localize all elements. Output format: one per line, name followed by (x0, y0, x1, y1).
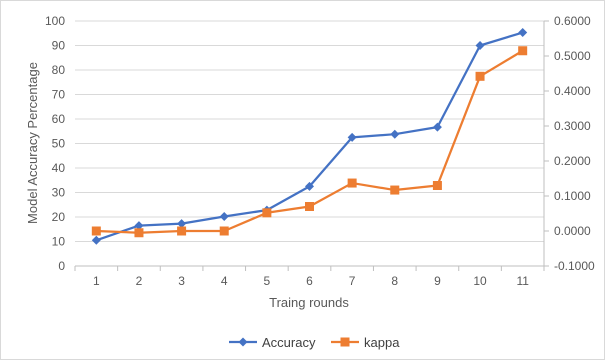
series-kappa (91, 46, 528, 238)
kappa-point (390, 185, 400, 195)
y-axis-title: Model Accuracy Percentage (25, 62, 40, 224)
accuracy-point (177, 219, 187, 229)
y2-tick-label: 0.0000 (554, 224, 591, 238)
x-tick-label: 8 (391, 274, 398, 288)
kappa-point (305, 202, 314, 211)
y-tick-label: 50 (52, 137, 66, 151)
x-tick-label: 3 (178, 274, 185, 288)
kappa-point (91, 226, 101, 236)
legend-marker (238, 337, 248, 347)
kappa-point (347, 178, 357, 188)
y2-tick-label: 0.5000 (554, 49, 591, 63)
y-tick-label: 80 (52, 63, 66, 77)
kappa-point (134, 228, 144, 238)
legend-label: kappa (364, 335, 400, 350)
accuracy-point (390, 129, 400, 139)
y2-tick-label: -0.1000 (554, 259, 595, 273)
accuracy-point (305, 181, 314, 191)
kappa-point (219, 226, 229, 236)
x-tick-label: 4 (221, 274, 228, 288)
accuracy-point (518, 28, 528, 38)
accuracy-point (432, 122, 442, 132)
x-tick-label: 6 (306, 274, 313, 288)
y-tick-label: 40 (52, 161, 66, 175)
legend-marker (340, 337, 350, 347)
accuracy-point (347, 132, 357, 142)
y-tick-label: 70 (52, 88, 66, 102)
x-tick-label: 9 (434, 274, 441, 288)
y2-tick-label: 0.6000 (554, 14, 591, 28)
kappa-point (432, 181, 442, 190)
kappa-point (475, 71, 485, 81)
y2-tick-label: 0.4000 (554, 84, 591, 98)
axes: 0 10 20 30 40 50 60 70 80 90 100 -0.1000 0.0000 0.100… (45, 14, 595, 288)
x-tick-label: 5 (264, 274, 271, 288)
y-tick-label: 30 (52, 186, 66, 200)
kappa-point (518, 46, 528, 56)
y-tick-label: 0 (58, 259, 65, 273)
legend: Accuracy kappa (229, 335, 400, 350)
y-tick-label: 100 (45, 14, 65, 28)
y2-tick-label: 0.3000 (554, 119, 591, 133)
x-tick-label: 1 (93, 274, 100, 288)
series-accuracy (91, 28, 528, 245)
y-tick-label: 60 (52, 112, 66, 126)
kappa-point (262, 208, 272, 218)
accuracy-point (91, 235, 101, 245)
legend-item-accuracy: Accuracy (229, 335, 316, 350)
y2-tick-label: 0.1000 (554, 189, 591, 203)
gridlines (75, 20, 544, 267)
accuracy-point (475, 41, 485, 50)
accuracy-point (134, 221, 144, 231)
legend-label: Accuracy (262, 335, 316, 350)
y-tick-label: 90 (52, 39, 66, 53)
accuracy-point (219, 212, 229, 222)
kappa-point (177, 226, 187, 236)
x-tick-label: 10 (473, 274, 487, 288)
x-tick-label: 7 (349, 274, 356, 288)
y2-tick-label: 0.2000 (554, 154, 591, 168)
x-axis-title: Traing rounds (269, 295, 349, 310)
legend-item-kappa: kappa (331, 335, 400, 350)
x-tick-label: 2 (136, 274, 143, 288)
y-tick-label: 10 (52, 235, 66, 249)
series (91, 28, 528, 245)
x-tick-label: 11 (516, 274, 529, 288)
y-tick-label: 20 (52, 210, 66, 224)
